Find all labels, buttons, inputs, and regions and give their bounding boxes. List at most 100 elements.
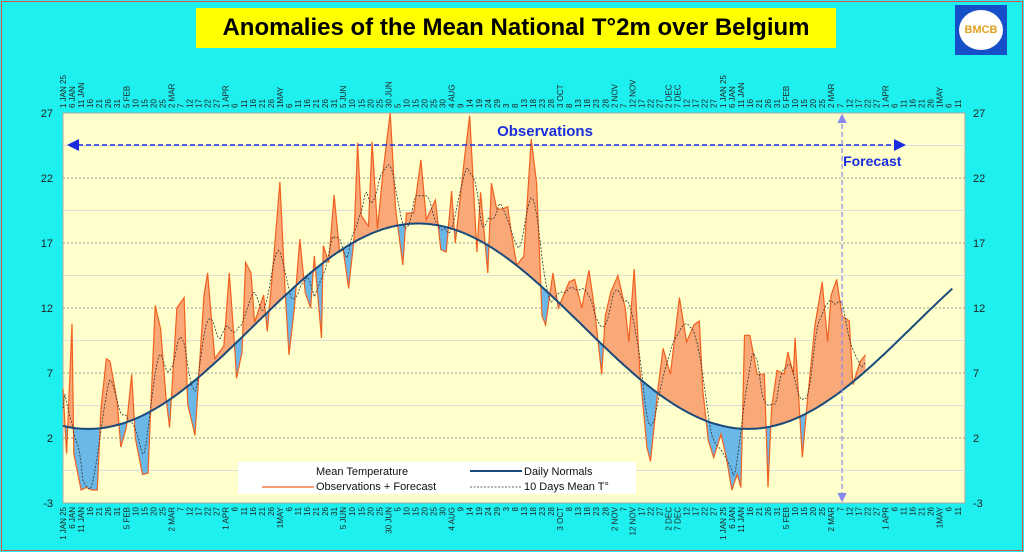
x-tick-label-bottom: 7	[176, 506, 185, 511]
x-tick-label-bottom: 22	[204, 506, 213, 515]
x-tick-label-bottom: 5 FEB	[122, 507, 131, 529]
y-tick-label-left: 12	[41, 303, 53, 315]
x-tick-label-top: 21	[95, 99, 104, 108]
x-tick-label-bottom: 17	[854, 506, 863, 515]
x-tick-label-bottom: 21	[312, 506, 321, 515]
x-tick-label-top: 5 FEB	[782, 86, 791, 108]
x-tick-label-top: 22	[863, 99, 872, 108]
warm-anomaly-area	[63, 113, 866, 429]
legend: Mean Temperature Observations + Forecast D…	[238, 462, 636, 494]
x-tick-label-bottom: 25	[375, 506, 384, 515]
x-tick-label-top: 21	[755, 99, 764, 108]
x-tick-label-bottom: 29	[493, 506, 502, 515]
x-tick-label-top: 12	[683, 99, 692, 108]
x-tick-label-top: 15	[357, 99, 366, 108]
x-tick-label-top: 4 AUG	[448, 84, 457, 108]
x-tick-label-bottom: 11 JAN	[737, 507, 746, 533]
plot-area	[62, 112, 966, 504]
x-tick-label-top: 31	[113, 99, 122, 108]
x-tick-label-bottom: 5	[393, 506, 402, 511]
x-tick-label-top: 16	[86, 99, 95, 108]
x-tick-label-bottom: 7	[619, 506, 628, 511]
x-tick-label-top: 1 JAN 25	[719, 75, 728, 108]
x-tick-label-bottom: 10	[791, 506, 800, 515]
x-tick-label-bottom: 17	[195, 506, 204, 515]
x-tick-label-top: 17	[854, 99, 863, 108]
x-tick-label-bottom: 7 DEC	[674, 507, 683, 531]
x-tick-label-top: 2 MAR	[167, 83, 176, 108]
x-tick-label-bottom: 11	[240, 506, 249, 515]
x-tick-label-top: 1 APR	[881, 85, 890, 108]
x-tick-label-bottom: 20	[149, 506, 158, 515]
x-tick-label-top: 20	[149, 99, 158, 108]
y-tick-label-right: 2	[973, 433, 979, 445]
x-tick-label-bottom: 20	[809, 506, 818, 515]
x-tick-label-top: 31	[330, 99, 339, 108]
x-tick-label-bottom: 27	[872, 506, 881, 515]
x-tick-label-bottom: 11	[900, 506, 909, 515]
x-tick-label-bottom: 17	[692, 506, 701, 515]
x-tick-label-bottom: 15	[140, 506, 149, 515]
x-tick-label-top: 26	[104, 99, 113, 108]
legend-daily-normals: Daily Normals	[524, 466, 593, 478]
daily-normals-line	[62, 222, 953, 430]
x-tick-label-bottom: 16	[249, 506, 258, 515]
x-tick-label-top: 25	[430, 99, 439, 108]
x-tick-label-top: 31	[773, 99, 782, 108]
x-tick-label-bottom: 6	[231, 506, 240, 511]
x-tick-label-top: 19	[475, 99, 484, 108]
chart-title: Anomalies of the Mean National T°2m over…	[196, 8, 836, 48]
x-tick-label-bottom: 1 APR	[881, 507, 890, 530]
x-tick-label-bottom: 20	[366, 506, 375, 515]
x-tick-label-top: 20	[421, 99, 430, 108]
x-tick-label-bottom: 26	[764, 506, 773, 515]
x-tick-label-top: 12	[186, 99, 195, 108]
x-tick-label-bottom: 22	[646, 506, 655, 515]
x-tick-label-bottom: 31	[330, 506, 339, 515]
x-tick-label-top: 14	[466, 99, 475, 108]
x-tick-label-bottom: 2 MAR	[827, 507, 836, 532]
y-tick-label-right: 7	[973, 368, 979, 380]
y-tick-label-left: 27	[41, 108, 53, 120]
x-tick-label-bottom: 18	[529, 506, 538, 515]
x-tick-label-top: 10	[131, 99, 140, 108]
x-tick-label-top: 23	[592, 99, 601, 108]
x-tick-label-bottom: 27	[213, 506, 222, 515]
x-tick-label-bottom: 20	[421, 506, 430, 515]
x-tick-label-bottom: 1 JAN 25	[59, 506, 68, 539]
x-tick-label-bottom: 11	[294, 506, 303, 515]
x-tick-label-bottom: 6	[891, 506, 900, 511]
x-tick-label-bottom: 25	[818, 506, 827, 515]
x-tick-label-bottom: 6	[945, 506, 954, 511]
x-tick-label-bottom: 14	[466, 506, 475, 515]
x-tick-label-bottom: 21	[918, 506, 927, 515]
x-tick-label-bottom: 5 JUN	[339, 507, 348, 529]
legend-mean-temperature: Mean Temperature	[316, 466, 408, 478]
x-tick-label-top: 22	[204, 99, 213, 108]
x-tick-label-bottom: 1MAY	[276, 506, 285, 528]
legend-box	[238, 462, 636, 494]
x-tick-label-top: 18	[529, 99, 538, 108]
x-tick-label-bottom: 6 JAN	[68, 507, 77, 529]
x-tick-label-bottom: 30 JUN	[384, 507, 393, 534]
x-tick-label-bottom: 11 JAN	[77, 507, 86, 533]
x-tick-label-top: 6	[231, 103, 240, 108]
x-tick-label-top: 28	[601, 99, 610, 108]
x-tick-label-bottom: 16	[909, 506, 918, 515]
x-tick-label-top: 25	[158, 99, 167, 108]
x-tick-label-top: 18	[583, 99, 592, 108]
x-tick-label-top: 26	[927, 99, 936, 108]
x-tick-label-top: 21	[312, 99, 321, 108]
x-tick-label-top: 21	[918, 99, 927, 108]
x-tick-label-top: 23	[538, 99, 547, 108]
x-tick-label-top: 22	[646, 99, 655, 108]
x-tick-label-bottom: 16	[746, 506, 755, 515]
x-tick-label-top: 25	[375, 99, 384, 108]
x-tick-label-top: 16	[909, 99, 918, 108]
x-tick-label-bottom: 30	[439, 506, 448, 515]
x-tick-label-top: 7 DEC	[674, 84, 683, 108]
x-tick-label-bottom: 22	[701, 506, 710, 515]
x-tick-label-top: 20	[366, 99, 375, 108]
y-tick-label-left: 7	[47, 368, 53, 380]
